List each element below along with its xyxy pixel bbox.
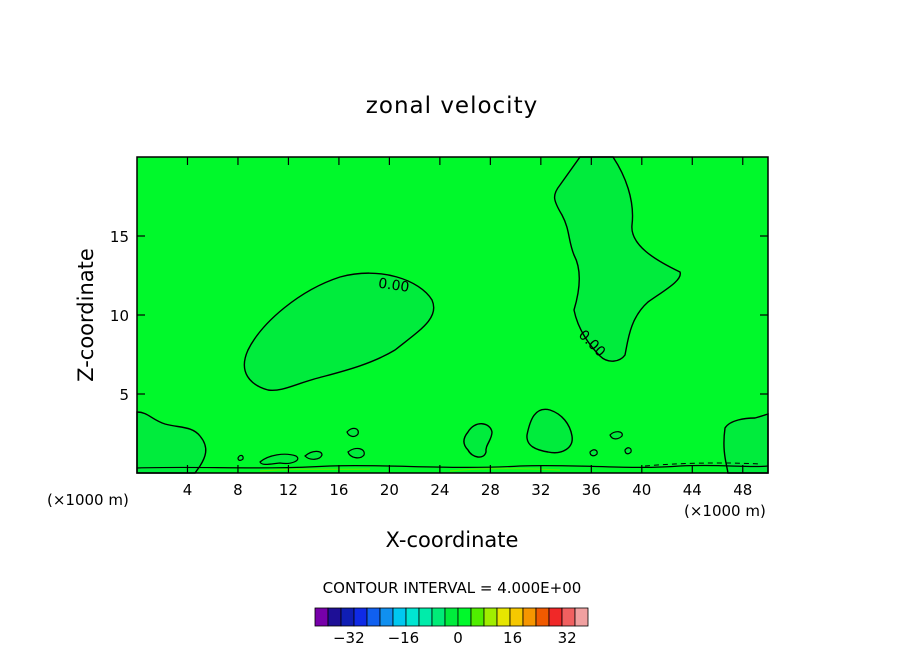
contour-region-bottom-mid1 <box>463 423 493 458</box>
contour-label: 0.00 <box>377 276 410 296</box>
colorbar-swatch <box>561 607 576 627</box>
colorbar-swatch <box>522 607 537 627</box>
colorbar-swatch <box>444 607 459 627</box>
x-tick-label: 8 <box>233 481 243 499</box>
colorbar-swatch <box>535 607 550 627</box>
contour-surface-light <box>259 468 561 472</box>
colorbar-swatch <box>340 607 355 627</box>
colorbar-swatch <box>548 607 563 627</box>
contour-region-right-blob <box>553 156 681 362</box>
y-tick-label: 15 <box>110 228 129 246</box>
colorbar-ticks: −32 −16 0 16 32 <box>333 629 577 647</box>
contour-small-8 <box>624 447 632 455</box>
contour-surface-line <box>136 464 769 469</box>
colorbar-swatch <box>366 607 381 627</box>
x-tick-label: 44 <box>683 481 702 499</box>
colorbar-swatch <box>314 607 329 627</box>
colorbar-tick-label: −16 <box>388 629 420 647</box>
contour-interval-text: CONTOUR INTERVAL = 4.000E+00 <box>323 579 582 597</box>
colorbar-swatch <box>353 607 368 627</box>
chart-title: zonal velocity <box>366 93 538 119</box>
colorbar-swatch <box>431 607 446 627</box>
colorbar-swatch <box>483 607 498 627</box>
colorbar-swatch <box>327 607 342 627</box>
colorbar-tick-label: 16 <box>503 629 522 647</box>
x-axis-ticks: 4 8 12 16 20 24 28 32 36 40 44 48 <box>183 157 752 499</box>
contour-small-1 <box>259 453 299 465</box>
x-tick-label: 48 <box>733 481 752 499</box>
contour-small-2 <box>304 450 323 460</box>
x-tick-label: 16 <box>329 481 348 499</box>
x-tick-label: 28 <box>481 481 500 499</box>
y-axis-ticks: 5 10 15 <box>110 228 768 404</box>
contour-small-7 <box>589 449 598 457</box>
x-tick-label: 40 <box>632 481 651 499</box>
colorbar-swatch <box>418 607 433 627</box>
colorbar-swatch <box>392 607 407 627</box>
x-tick-label: 12 <box>279 481 298 499</box>
colorbar-swatch <box>496 607 511 627</box>
colorbar-swatch <box>574 607 589 627</box>
y-tick-label: 10 <box>110 307 129 325</box>
colorbar-swatch <box>405 607 420 627</box>
colorbar-tick-label: 32 <box>558 629 577 647</box>
colorbar-swatch <box>457 607 472 627</box>
colorbar-tick-label: −32 <box>333 629 365 647</box>
colorbar-swatch <box>509 607 524 627</box>
plot-background <box>137 157 768 473</box>
contour-region-bottom-mid2 <box>526 408 573 454</box>
contour-small-6 <box>237 454 244 461</box>
contour-small-3 <box>346 427 359 438</box>
contour-dashed-negative <box>644 462 761 467</box>
x-axis-label: X-coordinate <box>386 528 519 552</box>
y-axis-label: Z-coordinate <box>74 248 98 382</box>
colorbar-swatch <box>379 607 394 627</box>
colorbar-tick-label: 0 <box>453 629 463 647</box>
contour-region-bottom-right <box>723 413 769 474</box>
contour-small-4 <box>347 447 365 459</box>
y-tick-label: 5 <box>119 386 129 404</box>
x-tick-label: 24 <box>430 481 449 499</box>
contour-small-5 <box>609 431 623 440</box>
colorbar-swatch <box>470 607 485 627</box>
x-tick-label: 36 <box>582 481 601 499</box>
x-tick-label: 32 <box>531 481 550 499</box>
contour-region-bottom-left <box>136 411 207 474</box>
x-tick-label: 20 <box>380 481 399 499</box>
contour-region-left-blob <box>243 272 435 392</box>
x-tick-label: 4 <box>183 481 193 499</box>
x-unit-note-left: (×1000 m) <box>47 491 129 509</box>
colorbar <box>314 607 589 627</box>
x-unit-note-right: (×1000 m) <box>684 502 766 520</box>
